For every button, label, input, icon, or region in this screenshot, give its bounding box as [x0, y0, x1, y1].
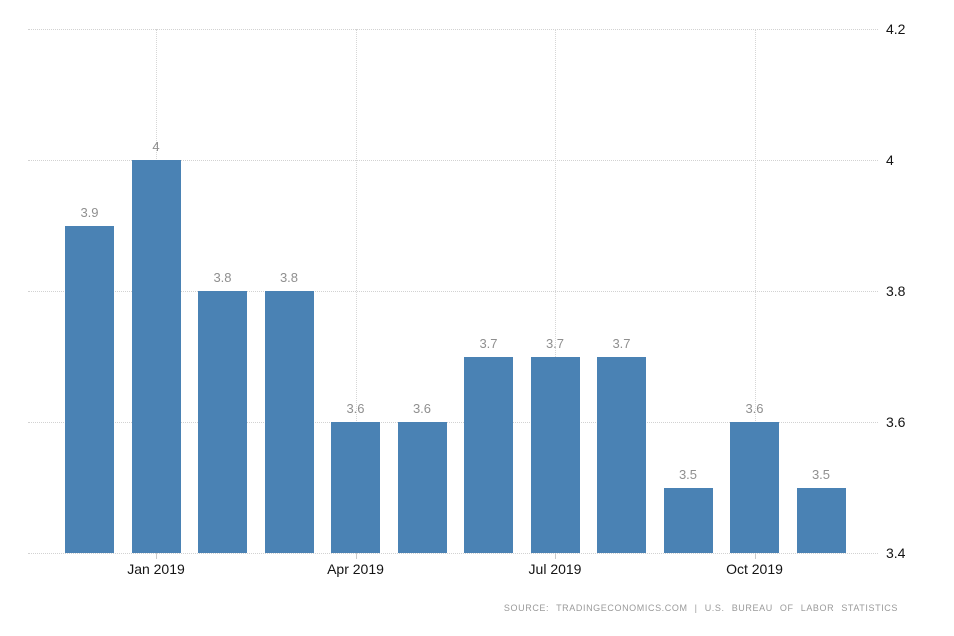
y-axis-tick-label: 4 [886, 152, 894, 168]
bar[interactable] [530, 356, 580, 553]
bar[interactable] [663, 487, 713, 553]
y-axis-tick-label: 3.4 [886, 545, 906, 561]
source-attribution: SOURCE: TRADINGECONOMICS.COM | U.S. BURE… [503, 603, 898, 613]
vertical-gridline [555, 29, 556, 553]
bar[interactable] [597, 356, 646, 553]
horizontal-gridline [28, 553, 878, 554]
plot-area: 3.9 4 3.8 3.8 3.6 3.6 3.7 3.7 3.7 3.5 3.6 3.5 [28, 29, 878, 554]
x-axis-tick-label: Jul 2019 [528, 561, 582, 577]
horizontal-gridline [28, 160, 878, 161]
x-axis-tick-label: Jan 2019 [127, 561, 185, 577]
bar-value-label: 3.8 [213, 270, 232, 285]
bar[interactable] [464, 356, 513, 553]
bar[interactable] [264, 291, 314, 553]
x-axis-tick-mark [754, 553, 756, 559]
horizontal-gridline [28, 422, 878, 423]
vertical-gridline [355, 29, 357, 553]
bar[interactable] [331, 422, 380, 553]
bar-value-label: 3.6 [412, 401, 432, 416]
x-axis-tick-mark [355, 553, 357, 559]
bar-value-label: 3.5 [811, 466, 831, 482]
vertical-gridline [754, 29, 756, 553]
y-axis-tick-label: 3.6 [886, 414, 906, 430]
bar[interactable] [730, 422, 779, 553]
bar-value-label: 3.9 [80, 204, 99, 220]
y-axis-tick-label: 4.2 [886, 21, 906, 37]
horizontal-gridline [28, 291, 878, 292]
x-axis-tick-label: Oct 2019 [726, 561, 783, 577]
bar-value-label: 3.7 [612, 335, 631, 351]
bar-value-label: 3.8 [279, 270, 299, 285]
bar-value-label: 3.7 [545, 335, 565, 351]
bar[interactable] [397, 422, 447, 553]
bar[interactable] [796, 487, 846, 553]
bar[interactable] [65, 225, 114, 553]
bar-value-label: 3.5 [678, 466, 698, 482]
bar[interactable] [198, 291, 247, 553]
bar-value-label: 3.6 [745, 401, 764, 416]
bar[interactable] [131, 160, 181, 553]
bar-value-label: 3.7 [479, 335, 498, 351]
y-axis-tick-label: 3.8 [886, 283, 906, 299]
bar-value-label: 4 [152, 139, 160, 154]
x-axis-tick-label: Apr 2019 [327, 561, 384, 577]
horizontal-gridline [28, 29, 878, 30]
x-axis-tick-mark [156, 553, 157, 559]
x-axis-tick-mark [555, 553, 556, 559]
bar-value-label: 3.6 [346, 401, 365, 416]
